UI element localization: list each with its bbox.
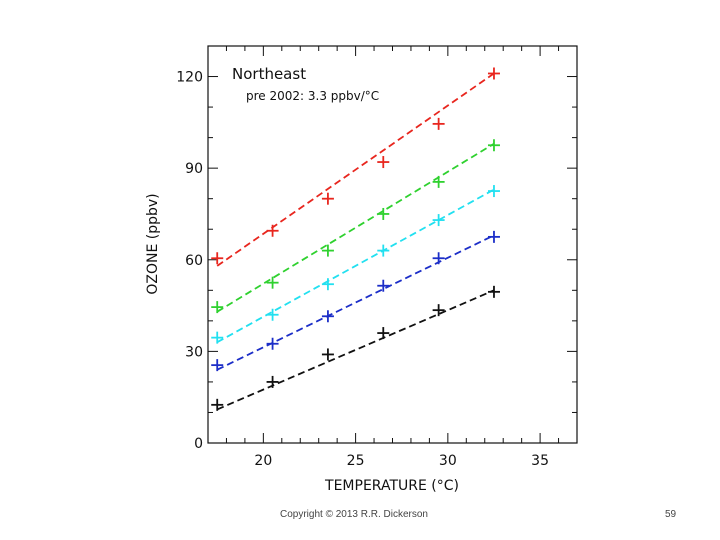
data-point-red <box>432 117 445 130</box>
data-point-red <box>211 252 224 265</box>
y-axis-label: OZONE (ppbv) <box>145 193 161 294</box>
data-point-green <box>487 139 500 152</box>
data-point-black <box>266 375 279 388</box>
data-point-red <box>377 156 390 169</box>
data-point-cyan <box>432 214 445 227</box>
data-point-red <box>321 192 334 205</box>
data-point-black <box>432 304 445 317</box>
data-point-black <box>321 348 334 361</box>
data-point-cyan <box>321 278 334 291</box>
y-tick-label: 120 <box>176 70 203 86</box>
fit-line-red <box>216 72 495 267</box>
data-point-green <box>266 276 279 289</box>
y-tick-label: 90 <box>185 161 203 177</box>
x-tick-label: 30 <box>439 453 457 469</box>
data-point-blue <box>211 359 224 372</box>
data-point-green <box>377 207 390 220</box>
data-point-black <box>211 398 224 411</box>
fit-lines <box>216 72 495 411</box>
fit-line-green <box>216 142 495 313</box>
data-point-black <box>377 327 390 340</box>
x-tick-label: 25 <box>347 453 365 469</box>
data-point-blue <box>377 279 390 292</box>
fit-line-black <box>216 289 495 411</box>
data-point-red <box>266 224 279 237</box>
data-point-blue <box>487 230 500 243</box>
x-tick-label: 20 <box>254 453 272 469</box>
x-tick-label: 35 <box>531 453 549 469</box>
fit-line-cyan <box>216 188 495 344</box>
slide-number: 59 <box>665 509 677 520</box>
data-point-cyan <box>266 308 279 321</box>
copyright-text: Copyright © 2013 R.R. Dickerson <box>280 509 428 520</box>
x-axis-label: TEMPERATURE (°C) <box>324 478 459 494</box>
data-point-green <box>211 301 224 314</box>
data-point-red <box>487 67 500 80</box>
data-point-cyan <box>487 185 500 198</box>
data-point-blue <box>321 310 334 323</box>
data-point-cyan <box>211 331 224 344</box>
y-tick-label: 30 <box>185 344 203 360</box>
y-tick-label: 0 <box>194 436 203 452</box>
y-tick-label: 60 <box>185 253 203 269</box>
axis-ticks: 20 25 30 35 0 30 60 90 120 <box>176 46 577 469</box>
chart-title: Northeast <box>232 65 306 83</box>
data-point-blue <box>432 252 445 265</box>
data-point-black <box>487 285 500 298</box>
data-point-green <box>321 244 334 257</box>
chart-subtitle: pre 2002: 3.3 ppbv/°C <box>246 89 379 103</box>
fit-line-blue <box>216 234 495 371</box>
data-point-blue <box>266 337 279 350</box>
data-markers <box>211 67 500 411</box>
data-point-green <box>432 175 445 188</box>
data-point-cyan <box>377 244 390 257</box>
